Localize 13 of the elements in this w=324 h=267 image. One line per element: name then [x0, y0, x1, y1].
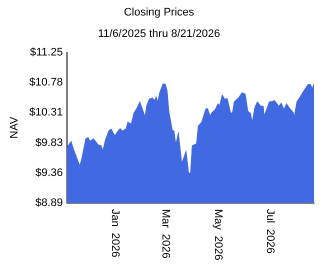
y-tick-label: $8.89 — [35, 197, 63, 210]
chart-subtitle: 11/6/2025 thru 8/21/2026 — [98, 28, 220, 40]
y-tick-label: $10.78 — [29, 76, 63, 88]
x-tick-label: May 2026 — [212, 209, 224, 260]
x-tick-label: Jul 2026 — [264, 209, 276, 254]
y-tick-label: $11.25 — [30, 46, 63, 58]
y-axis-title: NAV — [8, 116, 21, 139]
y-tick-label: $10.31 — [29, 106, 63, 118]
chart-title: Closing Prices — [124, 6, 195, 19]
x-tick-label: Mar 2026 — [160, 209, 172, 259]
x-tick-label: Jan 2026 — [108, 209, 121, 258]
y-tick-label: $9.36 — [35, 167, 63, 180]
y-tick-label: $9.83 — [35, 137, 63, 150]
